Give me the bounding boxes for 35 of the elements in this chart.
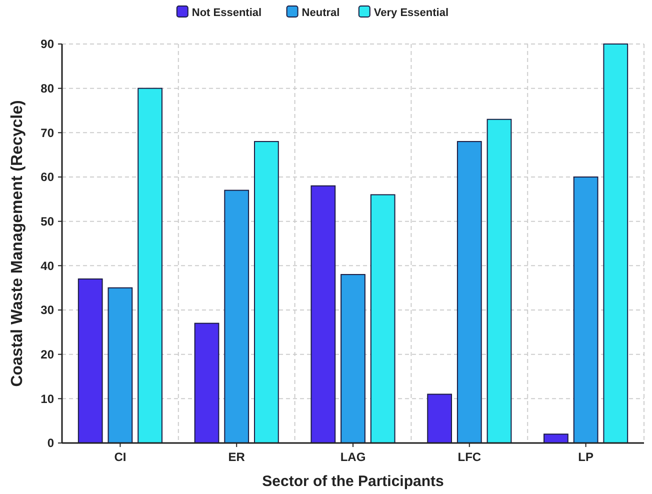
y-tick-label: 40: [40, 258, 54, 273]
x-tick-label: ER: [228, 450, 246, 464]
bar: [544, 434, 568, 444]
bar: [573, 176, 598, 444]
bar: [194, 322, 220, 444]
bar: [370, 194, 396, 444]
y-tick-label: 70: [40, 126, 54, 140]
bar: [78, 278, 103, 444]
x-tick-label: LAG: [340, 450, 366, 464]
legend-label: Very Essential: [374, 7, 449, 19]
legend-label: Neutral: [302, 7, 340, 19]
bar: [486, 118, 512, 444]
y-axis-title: Coastal Waste Management (Recycle): [9, 100, 26, 387]
x-tick-label: LFC: [458, 450, 482, 464]
bar: [340, 274, 366, 444]
bar: [310, 185, 336, 444]
bar: [427, 394, 452, 444]
y-tick-label: 0: [47, 436, 54, 450]
bar: [108, 287, 133, 444]
bar: [603, 44, 628, 444]
y-tick-label: 20: [40, 348, 54, 362]
x-tick-label: CI: [114, 450, 126, 464]
y-tick-label: 30: [40, 303, 54, 318]
y-tick-label: 50: [40, 214, 54, 229]
y-tick-label: 10: [40, 392, 54, 406]
legend-label: Not Essential: [192, 7, 262, 19]
y-tick-label: 60: [40, 170, 54, 184]
bar: [254, 141, 279, 444]
x-tick-label: LP: [578, 450, 594, 464]
y-tick-label: 80: [40, 82, 54, 96]
y-tick-label: 90: [40, 37, 54, 52]
bar: [224, 190, 250, 444]
bar: [138, 88, 162, 444]
x-axis-title: Sector of the Participants: [262, 473, 444, 490]
bar: [456, 141, 482, 444]
